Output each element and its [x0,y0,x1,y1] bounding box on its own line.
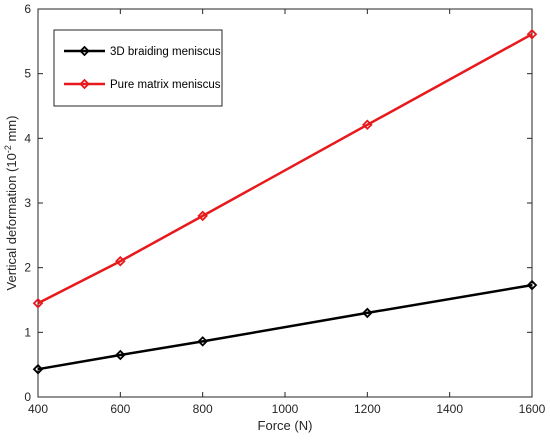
legend-label-2: Pure matrix meniscus [110,79,221,91]
y-axis: 0 1 2 3 4 5 6 [24,2,532,404]
y-tick-label: 5 [24,67,31,81]
x-tick-label: 1000 [272,402,299,416]
legend-label-1: 3D braiding meniscus [110,46,221,58]
series-line-2 [37,33,533,305]
legend-box [53,29,223,107]
x-tick-label: 1200 [354,402,381,416]
data-point-1 [32,363,44,375]
data-point-2 [362,119,373,131]
x-axis: 400 600 800 1000 1200 1400 1600 [28,9,546,416]
x-axis-title: Force (N) [258,418,313,433]
legend: 3D braiding meniscus Pure matrix meniscu… [53,29,223,107]
y-axis-title-unit: mm) [4,116,19,146]
y-tick-label: 1 [24,325,31,339]
data-point-1 [526,279,538,291]
legend-marker-1 [79,45,90,57]
y-axis-title-exponent: -2 [3,145,13,153]
series-line-1 [37,283,533,371]
y-axis-title: Vertical deformation (10-2 mm) [3,116,19,291]
x-tick-label: 1600 [519,402,546,416]
data-point-2 [32,297,44,309]
y-axis-title-main: Vertical deformation (10 [4,153,19,290]
x-tick-label: 400 [28,402,48,416]
x-tick-label: 1400 [436,402,463,416]
y-tick-label: 2 [24,261,31,275]
legend-entry-2: Pure matrix meniscus [64,78,221,91]
data-point-1 [115,349,126,361]
data-point-2 [526,28,538,40]
y-tick-label: 6 [24,2,31,16]
data-point-2 [115,255,126,267]
data-point-2 [197,210,208,222]
data-point-1 [362,307,373,319]
y-tick-label: 3 [24,196,31,210]
legend-marker-2 [79,78,90,90]
x-tick-label: 800 [193,402,213,416]
y-tick-label: 4 [24,131,31,145]
y-tick-label: 0 [24,390,31,404]
legend-entry-1: 3D braiding meniscus [64,45,221,58]
data-point-1 [197,336,208,347]
x-tick-label: 600 [110,402,130,416]
series-layer [32,28,538,375]
